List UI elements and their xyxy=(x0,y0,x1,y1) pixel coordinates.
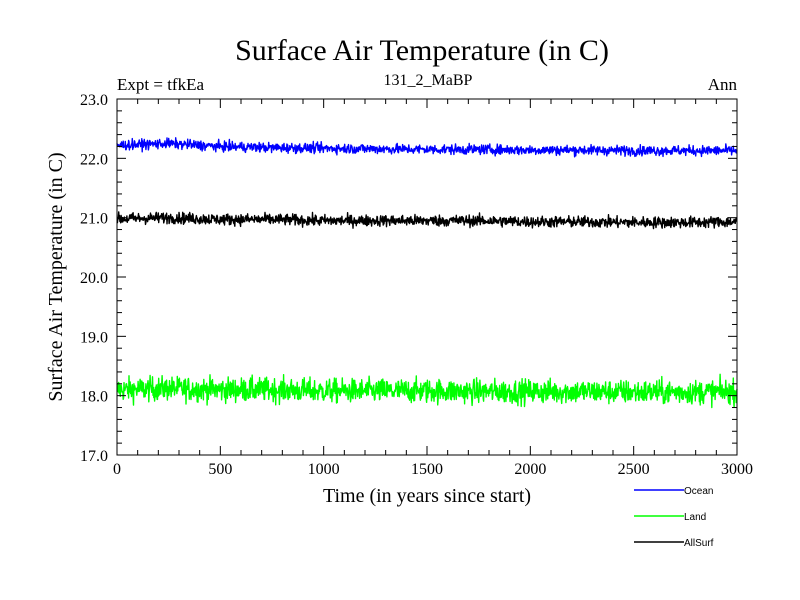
x-tick-label: 1000 xyxy=(308,461,340,478)
plot-frame xyxy=(116,98,738,456)
x-tick-label: 500 xyxy=(208,461,232,478)
y-tick-label: 18.0 xyxy=(80,389,108,406)
y-tick-label: 19.0 xyxy=(80,329,108,346)
legend-label-land: Land xyxy=(684,512,706,523)
x-tick-label: 3000 xyxy=(721,461,753,478)
y-tick-label: 21.0 xyxy=(80,211,108,228)
x-tick-label: 2500 xyxy=(618,461,650,478)
y-tick-label: 17.0 xyxy=(80,448,108,465)
legend-label-allsurf: AllSurf xyxy=(684,538,714,549)
series-line-land xyxy=(116,373,738,409)
series-line-ocean xyxy=(116,137,738,158)
season-label: Ann xyxy=(708,75,738,94)
x-tick-label: 1500 xyxy=(411,461,443,478)
x-axis-label: Time (in years since start) xyxy=(323,485,531,507)
legend-label-ocean: Ocean xyxy=(684,486,713,497)
y-tick-label: 20.0 xyxy=(80,270,108,287)
y-tick-label: 23.0 xyxy=(80,92,108,109)
series-layer xyxy=(116,137,738,409)
series-line-allsurf xyxy=(116,211,738,230)
x-tick-label: 2000 xyxy=(514,461,546,478)
chart-subtitle: 131_2_MaBP xyxy=(384,72,473,89)
y-tick-label: 22.0 xyxy=(80,151,108,168)
experiment-label: Expt = tfkEa xyxy=(117,75,204,94)
x-tick-label: 0 xyxy=(113,461,121,478)
chart-title: Surface Air Temperature (in C) xyxy=(235,34,609,67)
ticks-layer: 0 500 1000 1500 2000 2500 3000 17.0 18.0 19.0 20.0… xyxy=(80,92,753,478)
y-axis-label: Surface Air Temperature (in C) xyxy=(45,152,67,401)
legend: Ocean Land AllSurf xyxy=(634,486,714,549)
